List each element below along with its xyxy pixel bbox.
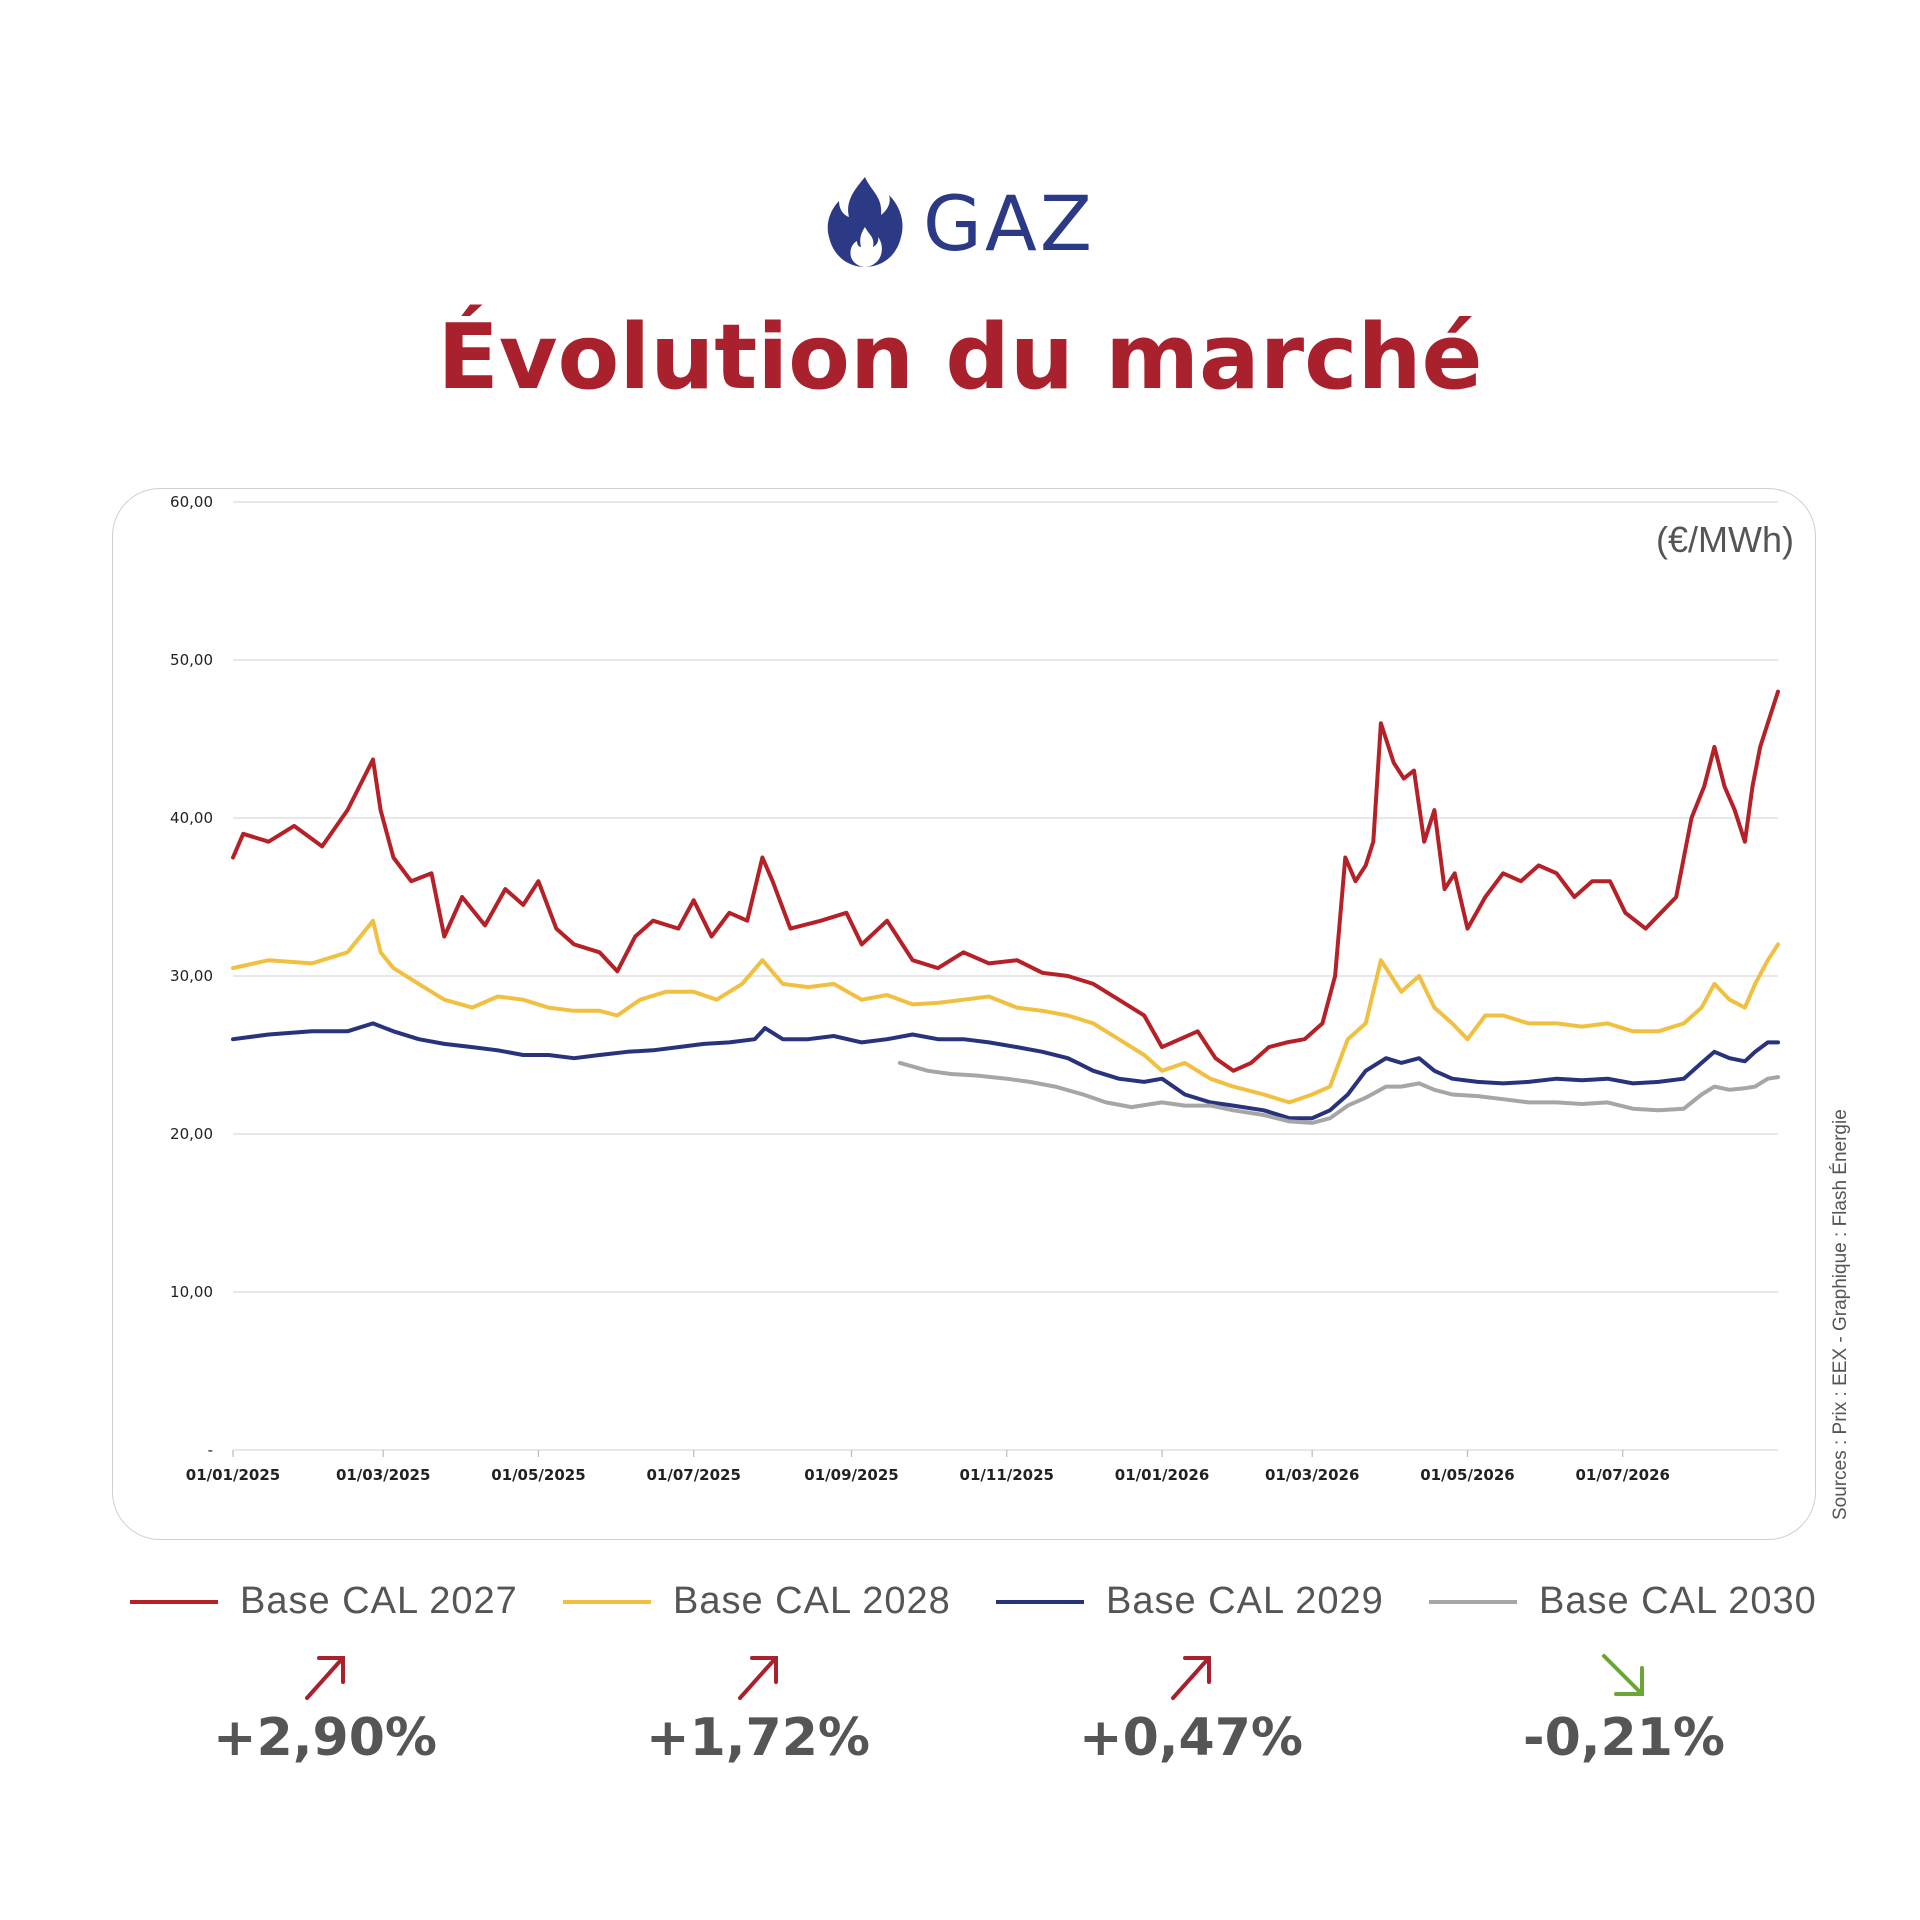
- source-note: Sources : Prix : EEX - Graphique : Flash…: [1830, 1109, 1851, 1520]
- y-tick-label: 20,00: [170, 1125, 213, 1143]
- y-tick-label: -: [208, 1441, 213, 1459]
- x-tick-label: 01/03/2025: [336, 1466, 430, 1484]
- legend-item-cal-2027: Base CAL 2027: [130, 1580, 518, 1623]
- series-line-2: [231, 918, 1780, 1105]
- y-tick-label: 60,00: [170, 493, 213, 511]
- legend-item-cal-2029: Base CAL 2029: [996, 1580, 1384, 1623]
- arrow-down-right-icon: [1602, 1654, 1644, 1696]
- legend-swatch: [1429, 1599, 1517, 1604]
- legend-label: Base CAL 2029: [1106, 1580, 1384, 1622]
- x-tick-label: 01/07/2025: [646, 1466, 740, 1484]
- y-tick-label: 30,00: [170, 967, 213, 985]
- legend-swatch: [996, 1599, 1084, 1604]
- x-tick-label: 01/01/2025: [186, 1466, 280, 1484]
- x-tick-label: 01/07/2026: [1576, 1466, 1670, 1484]
- series-line-1: [231, 689, 1780, 1073]
- line-chart: - 10,00 20,00 30,00 40,00 50,00 60,00 01/01/202…: [170, 493, 1794, 1484]
- arrow-up-right-icon: [1171, 1656, 1211, 1700]
- arrow-up-right-icon: [305, 1656, 345, 1700]
- legend-label: Base CAL 2027: [240, 1580, 518, 1622]
- legend-item-cal-2028: Base CAL 2028: [563, 1580, 951, 1623]
- series-line-4: [897, 1060, 1780, 1125]
- x-tick-label: 01/05/2026: [1420, 1466, 1514, 1484]
- chart-panel: [112, 488, 1816, 1540]
- x-tick-label: 01/03/2026: [1265, 1466, 1359, 1484]
- legend-swatch: [563, 1599, 651, 1604]
- y-tick-label: 10,00: [170, 1283, 213, 1301]
- unit-label: (€/MWh): [1656, 519, 1794, 560]
- energy-label: GAZ: [923, 178, 1095, 268]
- x-tick-label: 01/01/2026: [1115, 1466, 1209, 1484]
- x-tick-label: 01/11/2025: [960, 1466, 1054, 1484]
- change-value: +1,72%: [646, 1708, 870, 1768]
- header: GAZ: [0, 175, 1920, 271]
- legend-item-cal-2030: Base CAL 2030: [1429, 1580, 1817, 1623]
- change-cal-2029: +0,47%: [1041, 1648, 1341, 1768]
- change-cal-2028: +1,72%: [608, 1648, 908, 1768]
- y-tick-label: 50,00: [170, 651, 213, 669]
- legend-label: Base CAL 2028: [673, 1580, 951, 1622]
- legend-label: Base CAL 2030: [1539, 1580, 1817, 1622]
- flame-icon: [827, 177, 903, 267]
- change-cal-2030: -0,21%: [1474, 1648, 1774, 1768]
- x-tick-label: 01/05/2025: [491, 1466, 585, 1484]
- legend-swatch: [130, 1599, 218, 1604]
- change-value: +0,47%: [1079, 1708, 1303, 1768]
- y-tick-label: 40,00: [170, 809, 213, 827]
- x-tick-label: 01/09/2025: [804, 1466, 898, 1484]
- change-value: -0,21%: [1523, 1708, 1725, 1768]
- page-title: Évolution du marché: [437, 305, 1483, 410]
- change-cal-2027: +2,90%: [175, 1648, 475, 1768]
- arrow-up-right-icon: [738, 1656, 778, 1700]
- series-line-3: [231, 1021, 1780, 1121]
- change-value: +2,90%: [213, 1708, 437, 1768]
